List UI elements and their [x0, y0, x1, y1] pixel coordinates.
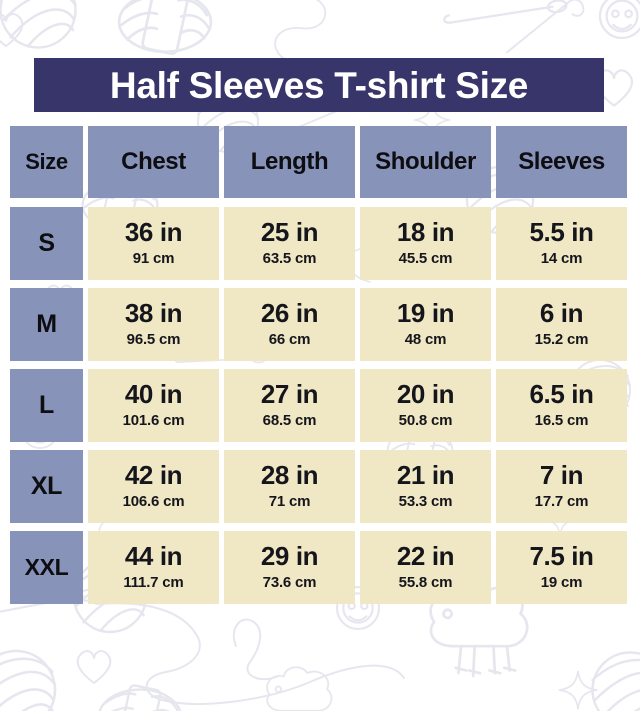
column-header-size: Size	[10, 126, 83, 198]
cell-shoulder: 19 in 48 cm	[360, 288, 491, 361]
value-centimeters: 101.6 cm	[122, 411, 185, 429]
value-centimeters: 19 cm	[540, 573, 583, 591]
value-centimeters: 55.8 cm	[398, 573, 453, 591]
cell-length: 27 in 68.5 cm	[224, 369, 355, 442]
column-header-label: Sleeves	[518, 148, 605, 175]
value-inches: 44 in	[124, 541, 183, 572]
value-centimeters: 66 cm	[268, 330, 311, 348]
cell-shoulder: 20 in 50.8 cm	[360, 369, 491, 442]
value-centimeters: 111.7 cm	[123, 573, 184, 591]
value-inches: 36 in	[124, 217, 183, 248]
size-label: M	[36, 310, 57, 338]
value-inches: 42 in	[124, 460, 183, 491]
value-centimeters: 91 cm	[132, 249, 175, 267]
value-centimeters: 106.6 cm	[122, 492, 185, 510]
column-header-sleeves: Sleeves	[496, 126, 627, 198]
value-inches: 7 in	[539, 460, 584, 491]
cell-chest: 44 in 111.7 cm	[88, 531, 219, 604]
value-inches: 6 in	[539, 298, 584, 329]
value-centimeters: 17.7 cm	[534, 492, 589, 510]
cell-shoulder: 18 in 45.5 cm	[360, 207, 491, 280]
value-centimeters: 53.3 cm	[398, 492, 453, 510]
cell-chest: 40 in 101.6 cm	[88, 369, 219, 442]
value-inches: 38 in	[124, 298, 183, 329]
value-inches: 5.5 in	[529, 217, 594, 248]
size-label: L	[39, 391, 54, 419]
value-inches: 29 in	[260, 541, 319, 572]
value-centimeters: 16.5 cm	[534, 411, 589, 429]
value-centimeters: 45.5 cm	[398, 249, 453, 267]
chart-title-banner: Half Sleeves T-shirt Size	[34, 58, 604, 112]
row-size-label-cell: M	[10, 288, 83, 361]
row-size-label-cell: XL	[10, 450, 83, 523]
cell-chest: 36 in 91 cm	[88, 207, 219, 280]
cell-length: 28 in 71 cm	[224, 450, 355, 523]
row-size-label-cell: L	[10, 369, 83, 442]
cell-length: 26 in 66 cm	[224, 288, 355, 361]
size-label: S	[38, 229, 55, 257]
size-label: XL	[30, 472, 63, 500]
value-inches: 6.5 in	[529, 379, 594, 410]
cell-length: 25 in 63.5 cm	[224, 207, 355, 280]
column-header-label: Size	[25, 149, 68, 174]
value-inches: 40 in	[124, 379, 183, 410]
column-header-shoulder: Shoulder	[360, 126, 491, 198]
cell-sleeves: 7 in 17.7 cm	[496, 450, 627, 523]
column-header-length: Length	[224, 126, 355, 198]
value-inches: 27 in	[260, 379, 319, 410]
value-inches: 7.5 in	[529, 541, 594, 572]
value-centimeters: 96.5 cm	[126, 330, 181, 348]
value-centimeters: 73.6 cm	[262, 573, 317, 591]
value-inches: 19 in	[396, 298, 455, 329]
column-header-label: Chest	[121, 148, 186, 175]
value-centimeters: 71 cm	[268, 492, 311, 510]
value-centimeters: 14 cm	[540, 249, 583, 267]
value-centimeters: 50.8 cm	[398, 411, 453, 429]
cell-shoulder: 21 in 53.3 cm	[360, 450, 491, 523]
cell-sleeves: 6 in 15.2 cm	[496, 288, 627, 361]
table-header-row: Size Chest Length Shoulder Sleeves	[10, 126, 628, 198]
column-header-label: Shoulder	[375, 148, 476, 175]
value-inches: 18 in	[396, 217, 455, 248]
value-inches: 26 in	[260, 298, 319, 329]
table-row: S 36 in 91 cm 25 in 63.5 cm 18 in 45.5 c…	[10, 207, 628, 280]
cell-shoulder: 22 in 55.8 cm	[360, 531, 491, 604]
value-centimeters: 15.2 cm	[534, 330, 589, 348]
cell-chest: 42 in 106.6 cm	[88, 450, 219, 523]
table-row: M 38 in 96.5 cm 26 in 66 cm 19 in 48 cm …	[10, 288, 628, 361]
value-inches: 22 in	[396, 541, 455, 572]
cell-sleeves: 6.5 in 16.5 cm	[496, 369, 627, 442]
value-inches: 21 in	[396, 460, 455, 491]
table-row: XL 42 in 106.6 cm 28 in 71 cm 21 in 53.3…	[10, 450, 628, 523]
cell-length: 29 in 73.6 cm	[224, 531, 355, 604]
table-row: XXL 44 in 111.7 cm 29 in 73.6 cm 22 in 5…	[10, 531, 628, 604]
size-label: XXL	[24, 554, 69, 580]
row-size-label-cell: XXL	[10, 531, 83, 604]
value-centimeters: 48 cm	[404, 330, 447, 348]
value-centimeters: 63.5 cm	[262, 249, 317, 267]
row-size-label-cell: S	[10, 207, 83, 280]
value-centimeters: 68.5 cm	[262, 411, 317, 429]
column-header-chest: Chest	[88, 126, 219, 198]
cell-sleeves: 5.5 in 14 cm	[496, 207, 627, 280]
page-title: Half Sleeves T-shirt Size	[109, 64, 529, 106]
column-header-label: Length	[250, 148, 329, 175]
cell-sleeves: 7.5 in 19 cm	[496, 531, 627, 604]
value-inches: 28 in	[260, 460, 319, 491]
cell-chest: 38 in 96.5 cm	[88, 288, 219, 361]
value-inches: 20 in	[396, 379, 455, 410]
value-inches: 25 in	[260, 217, 319, 248]
table-row: L 40 in 101.6 cm 27 in 68.5 cm 20 in 50.…	[10, 369, 628, 442]
